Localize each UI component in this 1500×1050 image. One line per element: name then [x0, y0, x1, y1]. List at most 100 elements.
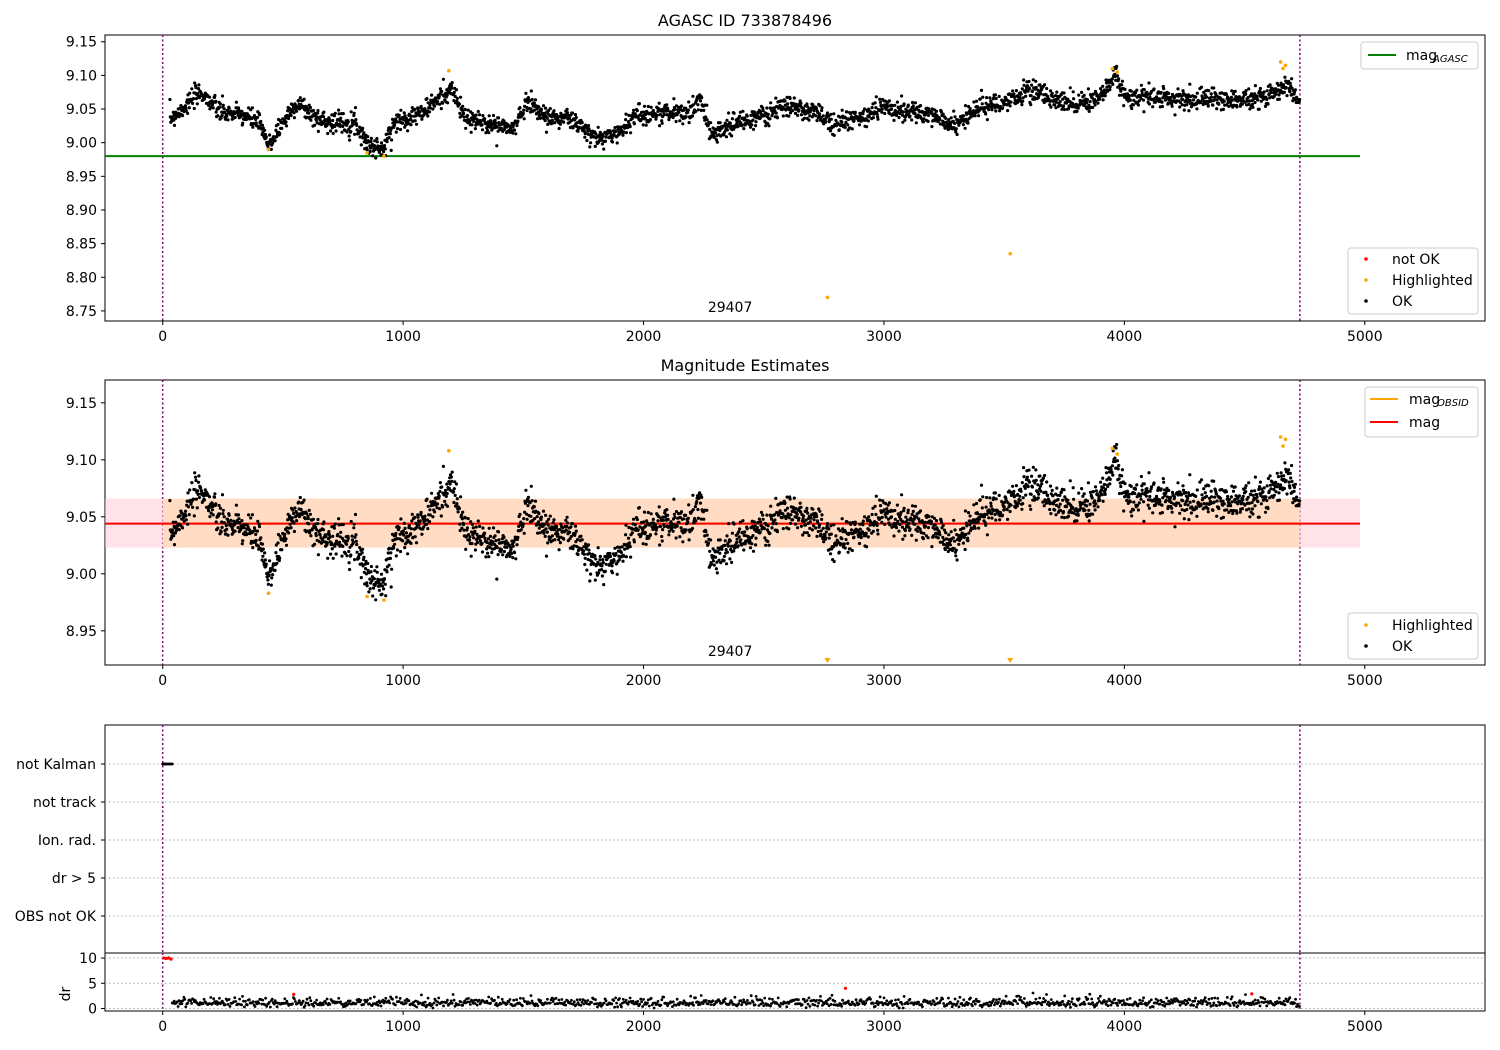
ok-point	[942, 121, 946, 125]
ok-point	[808, 520, 812, 524]
ok-point	[1002, 508, 1006, 512]
ok-point	[820, 517, 824, 522]
ok-point	[358, 546, 362, 550]
ok-point	[532, 505, 536, 509]
ok-point	[349, 110, 353, 114]
ok-point	[775, 116, 780, 120]
ok-point	[987, 108, 991, 112]
ok-point	[390, 138, 394, 142]
ok-point	[460, 517, 464, 521]
ok-point	[735, 540, 739, 545]
ok-point	[825, 522, 830, 526]
ok-point	[278, 534, 282, 538]
ok-point	[583, 556, 587, 560]
ok-point	[521, 522, 525, 526]
ok-point	[682, 517, 686, 521]
ok-point	[859, 535, 863, 540]
ok-point	[292, 529, 296, 534]
ok-point	[1022, 78, 1026, 82]
ok-point	[677, 110, 681, 114]
ok-point	[880, 107, 884, 111]
ok-point	[1229, 100, 1233, 105]
ok-point	[608, 554, 613, 559]
ok-point	[1050, 91, 1054, 95]
ok-point	[389, 128, 393, 132]
ok-point	[313, 123, 317, 127]
ok-point	[742, 127, 746, 131]
ok-point	[880, 515, 884, 519]
ok-point	[926, 526, 931, 530]
ok-point	[913, 101, 918, 105]
ok-point	[341, 112, 345, 116]
ok-point	[1093, 103, 1097, 107]
ok-point	[549, 528, 554, 532]
ok-point	[857, 123, 862, 127]
ok-point	[219, 530, 223, 534]
ok-point	[910, 118, 914, 122]
ok-point	[828, 129, 833, 133]
ok-point	[347, 127, 351, 132]
ok-point	[655, 113, 659, 117]
ok-point	[307, 522, 311, 526]
ok-point	[614, 552, 618, 556]
ok-point	[709, 538, 713, 542]
ok-point	[456, 510, 460, 514]
ok-point	[494, 121, 498, 125]
ok-point	[998, 109, 1002, 113]
ok-point	[374, 581, 379, 585]
ok-point	[308, 512, 312, 516]
ok-point	[884, 515, 888, 519]
ok-point	[469, 130, 473, 134]
ok-point	[944, 531, 948, 535]
ok-point	[388, 132, 392, 136]
agasc-magnitude-panel: 0 1000 2000 3000 4000 50008.758.808.858.908.9…	[66, 11, 1486, 345]
ok-point	[351, 122, 355, 126]
ok-point	[395, 537, 399, 541]
ok-point	[977, 114, 981, 118]
ok-point	[462, 115, 466, 119]
ok-point	[355, 550, 359, 554]
ok-point	[394, 554, 398, 558]
axes-frame	[104, 379, 1486, 666]
ok-point	[349, 553, 353, 557]
ok-point	[1034, 79, 1038, 83]
ok-point	[452, 487, 456, 491]
ok-point	[440, 89, 444, 93]
ok-point	[1037, 492, 1041, 496]
ok-point	[321, 115, 326, 119]
ok-point	[943, 126, 947, 130]
ok-point	[234, 100, 238, 104]
ok-point	[974, 99, 979, 103]
ok-point	[354, 539, 358, 543]
ok-point	[289, 113, 293, 118]
ok-point	[558, 527, 562, 532]
ok-point	[440, 101, 445, 105]
ok-point	[234, 503, 238, 507]
ok-point	[311, 108, 315, 113]
ok-point	[397, 113, 401, 117]
ok-point	[197, 495, 201, 500]
ok-point	[365, 584, 369, 588]
ok-point	[994, 518, 998, 522]
ok-point	[679, 104, 684, 108]
ok-point	[624, 112, 628, 116]
ok-point	[414, 541, 419, 545]
ok-point	[1008, 509, 1012, 514]
ok-point	[530, 499, 534, 503]
ok-point	[557, 126, 561, 131]
ok-point	[718, 128, 722, 133]
ok-point	[913, 111, 917, 116]
ok-point	[1054, 100, 1058, 104]
ok-point	[1274, 92, 1278, 96]
ok-point	[921, 537, 926, 541]
ok-point	[349, 519, 353, 524]
ok-point	[191, 497, 196, 501]
ok-point	[409, 532, 413, 536]
ok-point	[196, 480, 201, 484]
ok-point	[275, 561, 279, 566]
ok-point	[1212, 86, 1216, 90]
ok-point	[723, 124, 727, 128]
ok-point	[768, 531, 772, 536]
ok-point	[573, 113, 578, 117]
x-tick-label: 1000	[385, 673, 421, 689]
